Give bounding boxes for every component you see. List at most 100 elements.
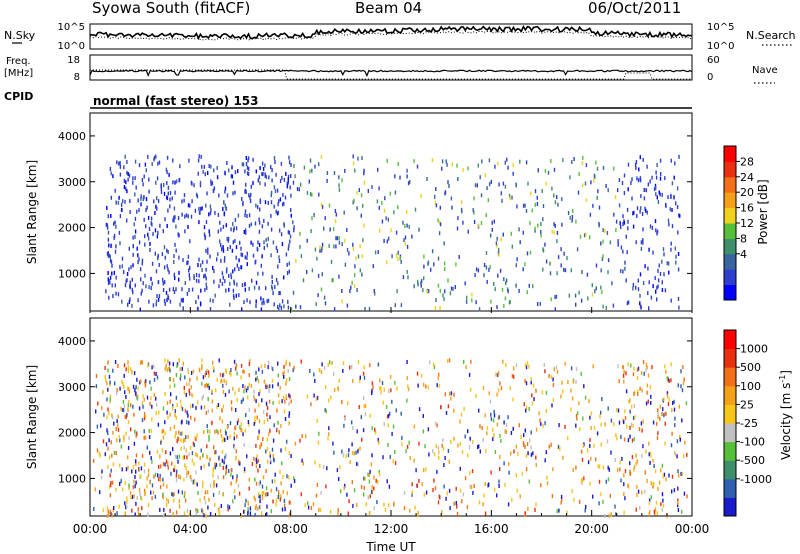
velocity-cell (112, 430, 114, 435)
velocity-cell (207, 409, 209, 414)
velocity-cell (437, 500, 440, 505)
velocity-cell (318, 431, 320, 436)
velocity-cell (438, 372, 440, 377)
power-cell (255, 203, 257, 208)
velocity-cell (256, 459, 258, 464)
velocity-cell (438, 384, 441, 388)
velocity-cell (360, 485, 363, 489)
velocity-cell (450, 391, 453, 396)
power-cell (171, 196, 173, 201)
velocity-cell (349, 460, 351, 465)
velocity-cell (268, 432, 270, 437)
velocity-cell (98, 451, 101, 456)
power-cell (107, 230, 110, 235)
velocity-cell (633, 467, 635, 472)
velocity-cell (356, 429, 358, 434)
velocity-cell (199, 498, 201, 503)
velocity-cell (179, 367, 182, 372)
colorbar-segment (724, 460, 736, 480)
velocity-cell (605, 479, 607, 484)
power-cell (287, 180, 289, 185)
velocity-cell (288, 393, 290, 398)
velocity-cell (333, 450, 335, 455)
power-cell (274, 189, 277, 194)
velocity-cell (427, 385, 429, 390)
velocity-cell (128, 389, 131, 394)
power-cell (198, 257, 200, 262)
velocity-cell (421, 482, 423, 487)
velocity-cell (278, 430, 280, 435)
velocity-cell (149, 380, 151, 385)
power-cell (645, 188, 648, 193)
velocity-cell (115, 427, 117, 431)
power-cell (600, 241, 602, 246)
power-cell (639, 209, 641, 214)
velocity-cell (266, 504, 268, 509)
velocity-cell (237, 418, 240, 423)
power-cell (493, 282, 495, 286)
velocity-cell (448, 488, 451, 493)
velocity-cell (103, 412, 105, 417)
power-cell (481, 159, 483, 164)
velocity-cell (118, 435, 120, 440)
power-cell (387, 217, 389, 222)
power-cell (289, 185, 291, 190)
power-cell (224, 186, 227, 191)
velocity-cell (551, 494, 554, 499)
velocity-cell (322, 464, 325, 469)
velocity-cell (183, 511, 186, 516)
velocity-cell (277, 373, 279, 378)
power-cell (537, 168, 539, 173)
power-cell (121, 264, 123, 269)
velocity-cell (267, 384, 269, 389)
power-cell (540, 230, 542, 235)
velocity-cell (97, 401, 99, 406)
power-cell (639, 177, 641, 182)
power-cell (575, 302, 577, 307)
velocity-cell (194, 436, 196, 441)
power-cell (187, 203, 190, 208)
velocity-cell (181, 366, 183, 371)
power-cell (541, 189, 543, 193)
power-cell (189, 239, 191, 244)
velocity-cell (185, 466, 187, 470)
power-cell (234, 217, 237, 222)
power-cell (116, 160, 118, 165)
velocity-cell (110, 511, 112, 516)
power-cell (449, 291, 452, 296)
velocity-cell (132, 404, 134, 409)
velocity-cell (141, 360, 143, 365)
velocity-cell (278, 400, 280, 405)
power-cell (670, 247, 672, 252)
velocity-cell (219, 429, 222, 434)
velocity-cell (95, 384, 98, 389)
power-cell (299, 305, 302, 310)
power-cell (225, 269, 228, 274)
velocity-cell (141, 401, 144, 405)
power-cell (130, 265, 132, 270)
power-cell (600, 285, 602, 290)
power-cell (560, 247, 562, 252)
velocity-cell (406, 376, 408, 381)
velocity-cell (183, 445, 185, 450)
velocity-cell (159, 507, 161, 512)
power-cell (474, 183, 477, 188)
power-cell (286, 271, 289, 275)
power-cell (673, 195, 675, 200)
power-cell (637, 178, 640, 183)
power-cell (162, 229, 164, 234)
velocity-cell (386, 414, 389, 419)
power-cell (511, 244, 513, 249)
velocity-cell (496, 392, 498, 397)
power-cell (630, 181, 632, 185)
velocity-cell (123, 373, 125, 378)
velocity-cell (319, 463, 321, 468)
power-cell (204, 236, 206, 241)
power-cell (164, 280, 166, 285)
velocity-cell (623, 437, 626, 442)
velocity-cell (602, 465, 605, 470)
velocity-cell (191, 458, 194, 463)
velocity-cell (649, 460, 651, 465)
power-cell (408, 224, 410, 229)
